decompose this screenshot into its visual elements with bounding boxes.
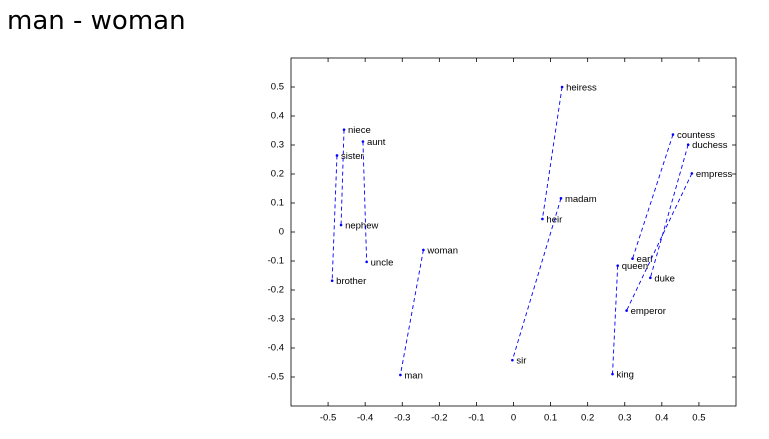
y-tick-label: 0.3 xyxy=(271,140,284,151)
pair-link xyxy=(511,198,562,361)
point xyxy=(342,128,346,131)
point-label: aunt xyxy=(367,137,386,148)
x-tick-label: 0.4 xyxy=(655,413,668,424)
y-tick-label: 0.4 xyxy=(271,111,284,122)
point xyxy=(541,217,544,221)
point xyxy=(330,279,334,283)
point xyxy=(361,140,365,143)
y-tick-label: 0.5 xyxy=(271,82,284,93)
pair-link xyxy=(340,129,345,226)
y-tick-label: -0.4 xyxy=(268,343,284,354)
point-label: sir xyxy=(516,356,526,367)
x-tick-label: 0.2 xyxy=(581,413,594,424)
point-label: woman xyxy=(426,245,458,256)
x-tick-label: -0.4 xyxy=(357,413,373,424)
x-tick-label: 0.1 xyxy=(544,413,557,424)
point xyxy=(559,197,563,200)
point xyxy=(422,248,425,252)
point-label: duke xyxy=(654,273,675,284)
x-tick-label: -0.3 xyxy=(394,413,410,424)
x-tick-label: -0.5 xyxy=(320,413,336,424)
pair-link xyxy=(626,173,693,311)
pair-link xyxy=(399,249,424,376)
x-tick-label: -0.1 xyxy=(468,413,484,424)
x-tick-label: 0.5 xyxy=(692,413,705,424)
point xyxy=(690,172,694,175)
point xyxy=(616,264,620,267)
point xyxy=(611,372,614,376)
point-label: emperor xyxy=(631,306,666,317)
point xyxy=(625,309,628,312)
pair-link xyxy=(649,144,689,278)
y-tick-label: -0.2 xyxy=(268,285,284,296)
pair-link xyxy=(632,134,674,259)
y-tick-label: 0.2 xyxy=(271,169,284,180)
point xyxy=(631,257,634,260)
point xyxy=(365,260,368,264)
point xyxy=(649,276,652,280)
point xyxy=(686,143,690,147)
pair-link xyxy=(541,86,563,220)
point-label: duchess xyxy=(692,140,728,151)
y-tick-label: 0 xyxy=(279,227,284,238)
point-label: uncle xyxy=(371,257,394,268)
point-label: man xyxy=(404,370,422,381)
point xyxy=(335,154,339,157)
point-label: king xyxy=(617,370,634,381)
point-label: nephew xyxy=(345,221,378,232)
point-label: brother xyxy=(336,276,366,287)
plot-frame xyxy=(290,57,737,407)
x-tick-label: 0 xyxy=(511,413,516,424)
point xyxy=(671,133,675,136)
chart-title: man - woman xyxy=(7,6,186,36)
point-label: earl xyxy=(637,254,653,265)
point xyxy=(560,85,564,89)
point-label: niece xyxy=(348,125,371,136)
point xyxy=(399,373,402,377)
y-tick-label: 0.1 xyxy=(271,198,284,209)
y-tick-label: -0.1 xyxy=(268,256,284,267)
pair-link xyxy=(362,141,368,262)
point-label: madam xyxy=(565,194,597,205)
point-label: queen xyxy=(622,261,648,272)
point xyxy=(511,358,514,362)
y-tick-label: -0.3 xyxy=(268,314,284,325)
x-tick-label: 0.3 xyxy=(618,413,631,424)
point-label: sister xyxy=(341,151,364,162)
point-label: countess xyxy=(677,130,715,141)
point xyxy=(339,223,343,227)
point-label: heiress xyxy=(566,83,597,94)
y-tick-label: -0.5 xyxy=(268,372,284,383)
point-label: empress xyxy=(696,169,733,180)
x-tick-label: -0.2 xyxy=(431,413,447,424)
